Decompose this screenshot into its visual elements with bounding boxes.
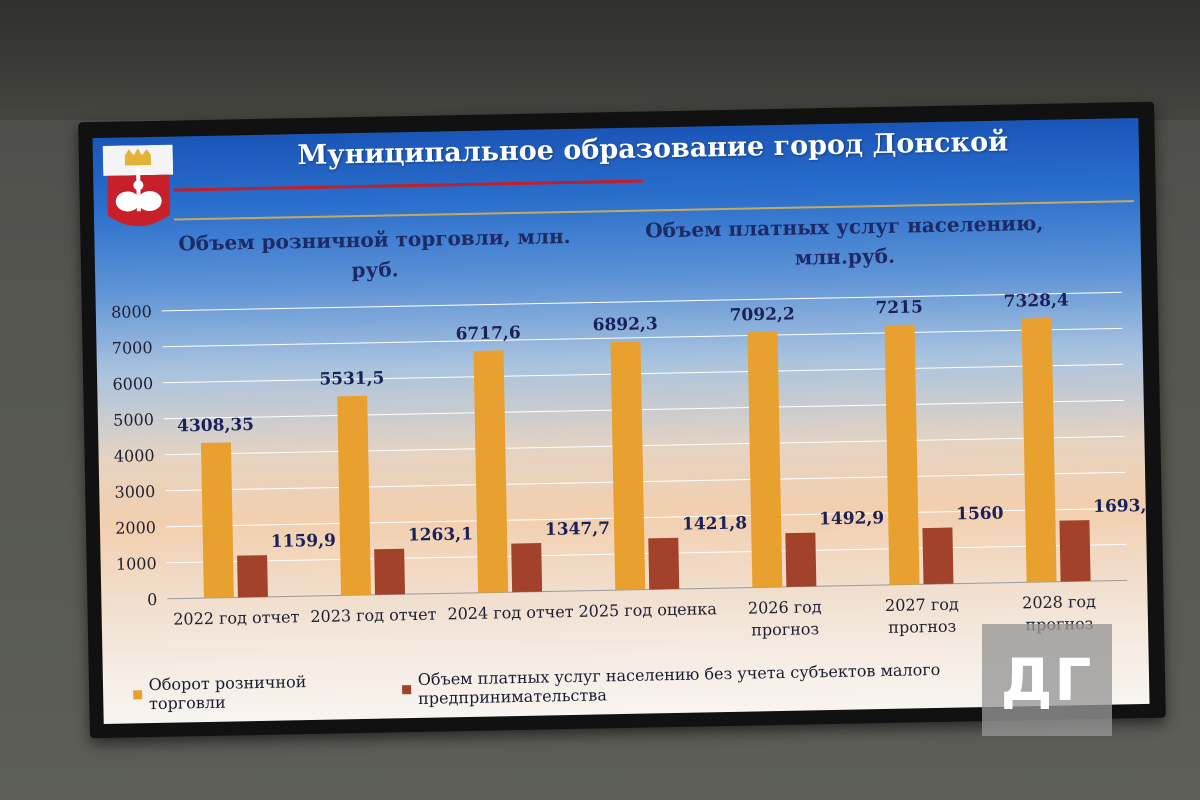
x-tick-label: 2022 год отчет [173,607,300,628]
data-label-retail: 6717,6 [455,323,520,344]
tv-monitor: Муниципальное образование город Донской … [78,101,1166,739]
bar-services [511,543,543,593]
x-tick-label: 2026 годпрогноз [748,597,823,639]
bar-services [1059,520,1091,582]
gridline [165,507,1126,528]
bar-services [785,532,817,587]
data-label-services: 1492,9 [819,508,884,529]
title-underline [173,179,644,192]
data-label-services: 1347,7 [545,519,610,540]
data-label-retail: 5531,5 [319,368,384,389]
x-tick-label: 2024 год отчет [447,602,574,623]
y-tick-label: 7000 [112,338,153,358]
data-label-services: 1263,1 [408,524,473,545]
bar-retail [1021,317,1057,583]
data-label-retail: 7328,4 [1004,291,1070,312]
bar-services [648,537,680,590]
y-tick-label: 0 [147,590,158,609]
bar-retail [610,341,646,591]
data-label-services: 1693,1 [1093,496,1149,517]
y-tick-label: 3000 [114,482,155,502]
data-label-services: 1421,8 [682,513,747,534]
slide-title: Муниципальное образование город Донской [297,126,1009,172]
data-label-retail: 4308,35 [177,415,254,436]
y-tick-label: 6000 [112,374,153,394]
gridline [164,435,1125,456]
wall-background [0,0,1200,120]
y-tick-label: 1000 [116,554,157,574]
y-tick-label: 4000 [114,446,155,466]
data-label-retail: 7215 [875,297,923,318]
x-tick-label: 2023 год отчет [310,605,437,626]
gridline [161,291,1122,312]
bar-retail [337,395,372,596]
subtitle-services: Объем платных услуг населению, млн.руб. [645,210,1044,270]
subtitle-retail: Объем розничной торговли, млн. руб. [178,223,571,283]
bar-retail [473,350,509,593]
y-tick-label: 2000 [115,518,156,538]
coat-of-arms-icon [102,144,174,227]
legend-label-retail: Оборот розничной торговли [148,672,307,714]
y-tick-label: 5000 [113,410,154,430]
gridline [163,399,1124,420]
gridline [166,543,1127,564]
data-label-retail: 7092,2 [729,304,794,325]
dg-watermark-logo: ДГ [982,624,1112,736]
bar-services [922,527,954,585]
legend-swatch-retail [133,689,142,699]
gridline [162,327,1123,348]
legend-swatch-services [402,684,412,694]
data-label-services: 1560 [956,504,1004,525]
gridline [165,471,1126,492]
x-tick-label: 2025 год оценка [578,599,717,621]
data-label-services: 1159,9 [271,531,336,552]
presentation-slide: Муниципальное образование город Донской … [92,118,1150,725]
bar-retail [747,331,783,588]
x-tick-label: 2027 годпрогноз [885,595,960,637]
legend-item-retail: Оборот розничной торговли [133,671,381,714]
bar-services [237,555,268,598]
bar-services [374,548,406,595]
bar-retail [884,324,920,585]
y-tick-label: 8000 [111,302,152,322]
gridline [163,363,1124,384]
bar-chart: 0 1000 2000 3000 4000 5000 6000 7000 8000 4308,35… [111,291,1149,640]
gridline [167,579,1128,600]
bar-retail [200,442,234,599]
data-label-retail: 6892,3 [592,314,657,335]
